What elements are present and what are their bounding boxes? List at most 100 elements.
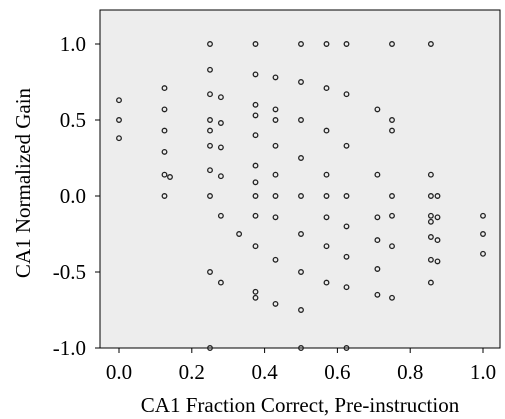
data-point: [323, 243, 330, 250]
data-point: [207, 41, 213, 47]
data-point: [272, 106, 279, 113]
data-point: [167, 174, 173, 180]
data-point: [298, 231, 304, 237]
data-point: [207, 167, 213, 174]
data-point: [252, 179, 259, 186]
data-point: [298, 79, 304, 85]
plot-area: [99, 9, 501, 349]
data-point: [323, 127, 330, 134]
data-point: [161, 106, 168, 113]
data-point: [161, 171, 168, 178]
data-point: [217, 212, 224, 219]
data-point: [252, 243, 259, 250]
data-point: [323, 193, 330, 199]
data-point: [343, 41, 350, 47]
data-point: [343, 253, 350, 260]
x-tick-label: 0.2: [179, 360, 205, 384]
data-point: [252, 132, 259, 139]
data-point: [343, 91, 350, 98]
data-point: [389, 193, 395, 199]
data-point: [207, 193, 213, 199]
data-point: [207, 269, 213, 275]
data-point: [116, 97, 122, 104]
data-point: [217, 279, 224, 286]
y-tick-label: 0.0: [60, 184, 86, 208]
data-point: [298, 193, 304, 199]
data-point: [374, 291, 381, 298]
data-point: [298, 41, 304, 47]
data-point: [427, 279, 434, 286]
data-point: [427, 218, 434, 225]
x-tick-label: 1.0: [470, 360, 496, 384]
data-point: [343, 345, 350, 351]
x-axis-ticks: 0.0 0.2 0.4 0.6 0.8 1.0: [106, 348, 496, 384]
data-point: [161, 127, 168, 134]
data-point: [374, 171, 381, 178]
data-point: [434, 193, 441, 199]
data-point: [161, 193, 168, 199]
data-point: [217, 94, 224, 101]
data-point: [298, 345, 304, 351]
data-point: [389, 212, 395, 219]
data-point: [298, 155, 304, 161]
data-point: [236, 231, 243, 237]
data-point: [116, 117, 122, 123]
data-point: [434, 214, 441, 221]
data-point: [389, 294, 395, 301]
data-point: [323, 85, 330, 92]
data-point: [272, 300, 279, 307]
y-axis-title: CA1 Normalized Gain: [11, 87, 35, 278]
data-point: [343, 284, 350, 291]
data-point: [427, 256, 434, 263]
data-point: [207, 66, 213, 73]
data-point: [272, 142, 279, 149]
data-point: [298, 117, 304, 123]
data-point: [374, 214, 381, 221]
y-tick-label: 1.0: [60, 32, 86, 56]
data-point: [252, 162, 259, 169]
data-point: [427, 41, 434, 47]
data-point: [252, 288, 259, 295]
data-point: [323, 171, 330, 178]
y-tick-label: 0.5: [60, 108, 86, 132]
data-point: [343, 193, 350, 199]
data-point: [323, 41, 330, 47]
data-point: [207, 127, 213, 134]
data-point: [272, 117, 279, 123]
x-tick-label: 0.8: [397, 360, 423, 384]
data-point: [427, 212, 434, 219]
data-point: [427, 193, 434, 199]
data-point: [272, 256, 279, 263]
data-point: [389, 41, 395, 47]
data-point: [252, 212, 259, 219]
data-point: [217, 120, 224, 126]
data-point: [217, 173, 224, 180]
data-point: [343, 142, 350, 149]
data-point: [480, 250, 486, 257]
data-point: [434, 258, 441, 265]
data-point: [272, 171, 279, 178]
data-point: [252, 101, 259, 108]
y-tick-label: -0.5: [53, 260, 86, 284]
data-point: [298, 307, 304, 313]
data-points: [116, 41, 486, 351]
data-point: [480, 231, 486, 237]
data-point: [116, 135, 122, 142]
data-point: [374, 106, 381, 113]
data-point: [323, 214, 330, 221]
data-point: [343, 223, 350, 230]
x-axis-title: CA1 Fraction Correct, Pre-instruction: [141, 393, 460, 417]
data-point: [480, 212, 486, 219]
data-point: [427, 234, 434, 240]
y-axis-ticks: -1.0 -0.5 0.0 0.5 1.0: [53, 32, 100, 360]
data-point: [374, 266, 381, 272]
data-point: [389, 243, 395, 250]
data-point: [252, 112, 259, 119]
data-point: [389, 127, 395, 134]
data-point: [161, 85, 168, 92]
data-point: [434, 237, 441, 244]
y-tick-label: -1.0: [53, 336, 86, 360]
data-point: [272, 193, 279, 199]
data-point: [207, 91, 213, 98]
x-tick-label: 0.6: [324, 360, 350, 384]
